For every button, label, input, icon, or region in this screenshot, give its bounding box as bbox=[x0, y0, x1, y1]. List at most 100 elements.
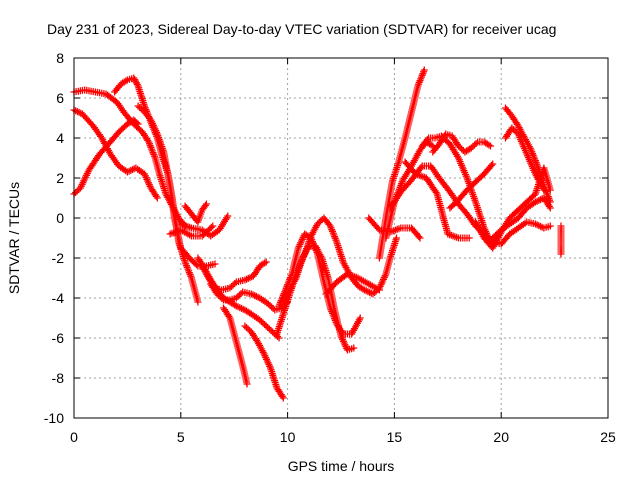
data-point-marker bbox=[130, 116, 141, 127]
data-point-marker bbox=[502, 104, 515, 118]
data-point-marker bbox=[480, 138, 493, 149]
grid-lines bbox=[74, 58, 608, 418]
data-point-marker bbox=[472, 171, 487, 186]
data-point-marker bbox=[427, 162, 442, 180]
data-point-marker bbox=[194, 298, 202, 306]
data-point-marker bbox=[106, 129, 122, 146]
data-point-marker bbox=[540, 223, 552, 232]
data-point-marker bbox=[177, 226, 194, 239]
data-point-marker bbox=[446, 197, 461, 212]
data-point-marker bbox=[546, 198, 554, 206]
series-track-7 bbox=[177, 212, 232, 240]
series-track-3 bbox=[70, 106, 161, 202]
plot-frame bbox=[73, 57, 609, 419]
data-point-marker bbox=[256, 294, 271, 307]
data-point-marker bbox=[81, 86, 97, 96]
series-track-29 bbox=[502, 124, 548, 194]
data-point-marker bbox=[106, 150, 122, 168]
data-point-marker bbox=[418, 136, 431, 150]
data-point-marker bbox=[241, 306, 254, 317]
data-point-marker bbox=[489, 227, 504, 242]
data-point-marker bbox=[102, 90, 119, 105]
data-point-marker bbox=[487, 142, 494, 150]
data-point-marker bbox=[177, 244, 192, 261]
series-track-24 bbox=[429, 130, 494, 156]
data-point-marker bbox=[433, 190, 451, 236]
data-point-marker bbox=[395, 136, 408, 166]
data-point-marker bbox=[514, 130, 530, 156]
data-point-marker bbox=[247, 310, 262, 323]
data-point-marker bbox=[294, 232, 308, 252]
y-tick-label: 4 bbox=[56, 130, 64, 146]
data-point-marker bbox=[134, 102, 147, 114]
series-track-20 bbox=[365, 214, 424, 242]
data-point-marker bbox=[540, 164, 554, 192]
data-point-marker bbox=[254, 338, 267, 356]
data-point-marker bbox=[514, 199, 529, 214]
data-point-marker bbox=[130, 74, 141, 88]
data-point-marker bbox=[523, 199, 538, 212]
data-point-marker bbox=[177, 220, 194, 231]
data-point-marker bbox=[326, 222, 340, 244]
data-point-marker bbox=[514, 122, 528, 140]
data-point-marker bbox=[497, 231, 512, 248]
data-point-marker bbox=[382, 256, 394, 278]
data-point-marker bbox=[256, 259, 269, 270]
data-point-marker bbox=[273, 384, 286, 400]
data-point-marker bbox=[343, 345, 356, 354]
data-point-marker bbox=[514, 205, 530, 222]
data-point-marker bbox=[414, 68, 428, 90]
data-point-marker bbox=[465, 234, 473, 242]
data-point-marker bbox=[354, 282, 367, 293]
series-track-17 bbox=[322, 270, 383, 298]
data-point-marker bbox=[123, 75, 136, 84]
data-point-marker bbox=[388, 160, 402, 186]
data-point-marker bbox=[331, 306, 344, 338]
data-point-marker bbox=[264, 300, 277, 312]
data-point-marker bbox=[318, 254, 332, 280]
data-point-marker bbox=[282, 272, 295, 294]
data-point-marker bbox=[521, 134, 534, 152]
data-point-marker bbox=[166, 182, 178, 220]
data-point-marker bbox=[527, 146, 541, 168]
data-point-marker bbox=[226, 295, 238, 304]
data-point-marker bbox=[292, 256, 306, 282]
data-point-marker bbox=[239, 362, 250, 386]
data-point-marker bbox=[153, 130, 167, 154]
data-point-marker bbox=[202, 200, 210, 208]
data-point-marker bbox=[188, 274, 201, 304]
data-point-marker bbox=[211, 260, 219, 268]
data-point-marker bbox=[226, 314, 238, 336]
data-point-marker bbox=[333, 238, 347, 264]
data-point-marker bbox=[546, 222, 554, 230]
data-point-marker bbox=[557, 222, 565, 232]
data-point-marker bbox=[286, 276, 299, 294]
data-point-marker bbox=[247, 328, 261, 344]
data-point-marker bbox=[79, 110, 96, 128]
data-point-marker bbox=[508, 124, 521, 136]
data-point-marker bbox=[260, 350, 274, 370]
data-point-marker bbox=[241, 273, 256, 284]
data-point-marker bbox=[455, 187, 470, 204]
data-point-marker bbox=[249, 264, 263, 280]
data-point-marker bbox=[412, 170, 429, 181]
data-point-marker bbox=[431, 133, 443, 142]
data-point-marker bbox=[416, 234, 424, 242]
series-track-25 bbox=[446, 160, 497, 212]
data-point-marker bbox=[134, 82, 148, 108]
x-tick-label: 0 bbox=[70, 429, 78, 445]
data-point-marker bbox=[472, 198, 487, 230]
data-point-marker bbox=[262, 258, 270, 266]
data-point-marker bbox=[320, 214, 333, 228]
data-point-marker bbox=[85, 152, 103, 174]
x-tick-label: 15 bbox=[387, 429, 403, 445]
data-point-marker bbox=[70, 86, 86, 96]
data-point-marker bbox=[523, 150, 539, 176]
data-point-marker bbox=[354, 274, 371, 287]
data-point-marker bbox=[275, 334, 283, 342]
y-tick-label: -8 bbox=[52, 370, 65, 386]
data-point-marker bbox=[531, 170, 547, 192]
data-point-marker bbox=[401, 158, 418, 176]
data-point-marker bbox=[531, 195, 546, 206]
data-point-marker bbox=[198, 202, 209, 214]
